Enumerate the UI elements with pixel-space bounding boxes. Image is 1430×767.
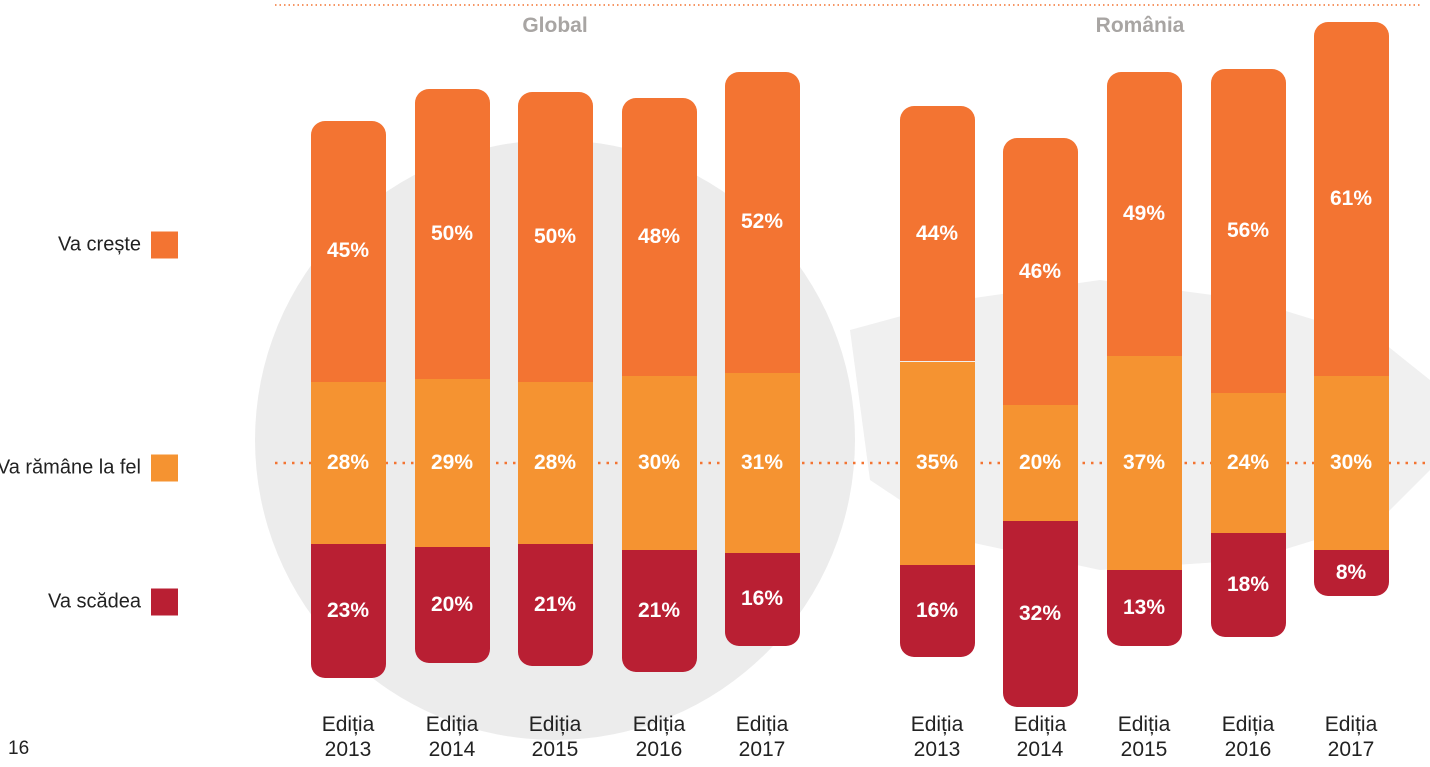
value-label: 45% [326, 239, 370, 263]
x-tick-label: Ediția 2015 [528, 713, 582, 761]
value-label: 29% [430, 451, 474, 474]
value-label: 13% [1122, 596, 1166, 619]
value-label: 21% [533, 593, 577, 617]
legend-swatch [151, 588, 178, 616]
x-tick-label: Ediția 2014 [425, 713, 479, 761]
bar-segment [310, 120, 386, 382]
bar-segment [414, 88, 490, 379]
value-label: 16% [915, 598, 959, 622]
value-label: 44% [915, 221, 959, 245]
bar-segment [724, 71, 800, 374]
value-label: 31% [740, 451, 784, 474]
value-label: 21% [637, 598, 681, 622]
bar-segment [899, 564, 975, 658]
legend-swatch [151, 454, 178, 482]
value-label: 23% [326, 598, 370, 622]
bar-segment [414, 378, 490, 548]
bar-segment [1106, 570, 1182, 646]
legend-label: Va scădea [47, 590, 141, 613]
value-label: 16% [740, 587, 784, 611]
bar-segment [517, 91, 593, 382]
value-label: 50% [533, 224, 577, 248]
bar-segment [1313, 550, 1389, 597]
bar-segment [310, 381, 386, 545]
bar-segment [621, 550, 697, 672]
value-label: 61% [1329, 187, 1373, 211]
bar-segment [1106, 355, 1182, 571]
bar-segment [621, 376, 697, 550]
value-label: 8% [1335, 561, 1367, 585]
bar-segment [1313, 22, 1389, 376]
value-label: 30% [637, 451, 681, 474]
x-tick-label: Ediția 2014 [1013, 713, 1067, 761]
bar-segment [899, 361, 975, 565]
value-label: 28% [533, 451, 577, 474]
value-label: 49% [1122, 201, 1166, 225]
legend-item: Va rămâne la fel [0, 454, 178, 482]
bar-segment [517, 544, 593, 666]
value-label: 46% [1018, 259, 1062, 283]
panel-title: România [1095, 14, 1185, 37]
x-tick-label: Ediția 2013 [321, 713, 375, 761]
bar-segment [310, 544, 386, 678]
bar-segment [1210, 532, 1286, 637]
bar-segment [414, 547, 490, 664]
x-tick-label: Ediția 2017 [735, 713, 789, 761]
legend-item: Va crește [58, 231, 178, 259]
value-label: 37% [1122, 451, 1166, 474]
x-tick-label: Ediția 2015 [1117, 713, 1171, 761]
x-tick-label: Ediția 2016 [1221, 713, 1275, 761]
value-label: 35% [915, 451, 959, 474]
value-label: 18% [1226, 572, 1270, 596]
x-tick-label: Ediția 2013 [910, 713, 964, 761]
value-label: 20% [1018, 451, 1062, 474]
bar-segment [1106, 71, 1182, 356]
value-label: 20% [430, 593, 474, 617]
value-label: 52% [740, 210, 784, 234]
bar-segment [1002, 405, 1078, 521]
bar-segment [724, 373, 800, 553]
bar-segment [899, 106, 975, 362]
bar-segment [724, 552, 800, 646]
value-label: 56% [1226, 219, 1270, 242]
bar-segment [621, 97, 697, 376]
x-tick-label: Ediția 2016 [632, 713, 686, 761]
bar-segment [1002, 138, 1078, 405]
bar-segment [1313, 376, 1389, 550]
value-label: 28% [326, 451, 370, 474]
bar-segment [1210, 68, 1286, 394]
value-label: 50% [430, 221, 474, 245]
page-number: 16 [8, 738, 30, 759]
value-label: 32% [1018, 601, 1062, 625]
legend-label: Va rămâne la fel [0, 456, 141, 479]
value-label: 24% [1226, 451, 1270, 474]
x-tick-label: Ediția 2017 [1324, 713, 1378, 761]
value-label: 30% [1329, 451, 1373, 474]
legend-item: Va scădea [47, 588, 178, 616]
bar-segment [1210, 393, 1286, 533]
panel-title: Global [522, 14, 588, 37]
value-label: 48% [637, 224, 681, 248]
legend-swatch [151, 231, 178, 259]
bar-segment [517, 381, 593, 545]
legend-label: Va crește [58, 233, 141, 256]
bar-segment [1002, 521, 1078, 707]
